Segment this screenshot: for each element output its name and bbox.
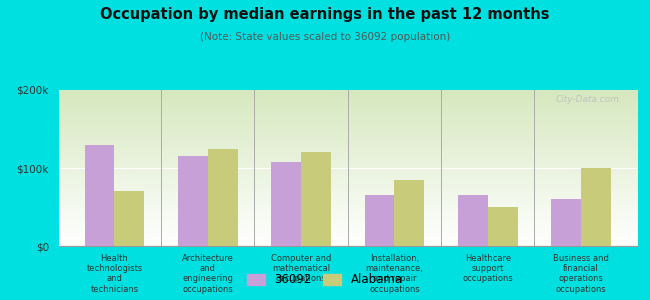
Text: Occupation by median earnings in the past 12 months: Occupation by median earnings in the pas…: [100, 8, 550, 22]
Bar: [551, 199, 581, 246]
Bar: [458, 195, 488, 246]
Bar: [84, 145, 114, 246]
Bar: [581, 168, 611, 246]
Bar: [365, 195, 395, 246]
Text: (Note: State values scaled to 36092 population): (Note: State values scaled to 36092 popu…: [200, 32, 450, 41]
Bar: [301, 152, 331, 246]
Bar: [114, 191, 144, 246]
Legend: 36092, Alabama: 36092, Alabama: [242, 269, 408, 291]
Bar: [178, 156, 208, 246]
Bar: [271, 162, 301, 246]
Bar: [488, 207, 517, 246]
Bar: [395, 180, 424, 246]
Bar: [208, 148, 238, 246]
Text: City-Data.com: City-Data.com: [556, 95, 619, 104]
